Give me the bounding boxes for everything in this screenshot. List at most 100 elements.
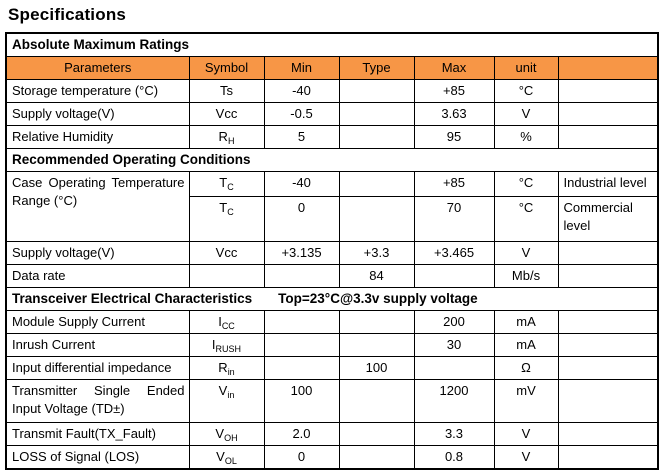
column-header-type: Type (338, 56, 415, 80)
tx-input-voltage-symbol: Vin (188, 379, 265, 423)
tx-input-voltage-max: 1200 (413, 379, 495, 423)
relative-humidity-symbol: RH (188, 125, 265, 149)
supply-voltage-abs-max: 3.63 (413, 102, 495, 126)
supply-voltage-roc-type: +3.3 (338, 241, 415, 265)
loss-of-signal-parameter: LOSS of Signal (LOS) (5, 445, 190, 470)
case-temp-industrial-unit: °C (493, 171, 559, 197)
table-row: TC 0 70 °C Commercial level (6, 196, 659, 242)
module-supply-current-parameter: Module Supply Current (5, 310, 190, 334)
table-row: Inrush Current IRUSH 30 mA (5, 333, 659, 357)
symbol-base: Vcc (215, 106, 238, 121)
module-supply-current-extra (557, 310, 659, 334)
inrush-current-unit: mA (493, 333, 559, 357)
column-header-symbol: Symbol (188, 56, 265, 80)
table-row: LOSS of Signal (LOS) VOL 0 0.8 V (5, 445, 659, 470)
case-temp-commercial-min: 0 (263, 196, 340, 242)
input-diff-impedance-min (263, 356, 340, 380)
data-rate-max (413, 264, 495, 288)
input-diff-impedance-parameter: Input differential impedance (5, 356, 190, 380)
inrush-current-extra (557, 333, 659, 357)
inrush-current-max: 30 (413, 333, 495, 357)
inrush-current-parameter: Inrush Current (5, 333, 190, 357)
supply-voltage-abs-parameter: Supply voltage(V) (5, 102, 190, 126)
data-rate-parameter: Data rate (5, 264, 190, 288)
data-rate-type: 84 (338, 264, 415, 288)
case-temp-industrial-extra: Industrial level (557, 171, 659, 197)
symbol-base: V (216, 449, 225, 464)
column-header-extra (557, 56, 659, 80)
relative-humidity-unit: % (493, 125, 559, 149)
inrush-current-symbol: IRUSH (188, 333, 265, 357)
input-diff-impedance-max (413, 356, 495, 380)
symbol-sub: OH (224, 433, 238, 443)
relative-humidity-min: 5 (263, 125, 340, 149)
transmit-fault-max: 3.3 (413, 422, 495, 446)
transmit-fault-unit: V (493, 422, 559, 446)
transmit-fault-extra (557, 422, 659, 446)
table-row: Supply voltage(V) Vcc -0.5 3.63 V (5, 102, 659, 126)
case-temp-commercial-type (338, 196, 415, 242)
table-row: Storage temperature (°C) Ts -40 +85 °C (5, 79, 659, 103)
tx-input-voltage-min: 100 (263, 379, 340, 423)
symbol-base: I (211, 337, 216, 352)
input-diff-impedance-unit: Ω (493, 356, 559, 380)
loss-of-signal-unit: V (493, 445, 559, 470)
section-note-text: Top=23°C@3.3v supply voltage (278, 291, 478, 306)
symbol-sub: C (227, 207, 234, 217)
relative-humidity-max: 95 (413, 125, 495, 149)
storage-temp-min: -40 (263, 79, 340, 103)
module-supply-current-unit: mA (493, 310, 559, 334)
case-temp-commercial-unit: °C (493, 196, 559, 242)
case-temp-industrial-symbol: TC (188, 171, 265, 197)
column-header-unit: unit (493, 56, 559, 80)
table-row: Module Supply Current ICC 200 mA (5, 310, 659, 334)
case-temp-commercial-max: 70 (413, 196, 495, 242)
supply-voltage-abs-unit: V (493, 102, 559, 126)
loss-of-signal-symbol: VOL (188, 445, 265, 470)
supply-voltage-abs-symbol: Vcc (188, 102, 265, 126)
symbol-sub: C (227, 182, 234, 192)
transmit-fault-min: 2.0 (263, 422, 340, 446)
symbol-base: R (218, 360, 228, 375)
table-row: Relative Humidity RH 5 95 % (5, 125, 659, 149)
column-header-min: Min (263, 56, 340, 80)
case-temp-parameter: Case Operating Temperature Range (°C) (5, 171, 190, 242)
section-row-absolute-maximum-ratings: Absolute Maximum Ratings (5, 32, 659, 57)
storage-temp-max: +85 (413, 79, 495, 103)
relative-humidity-parameter: Relative Humidity (5, 125, 190, 149)
loss-of-signal-min: 0 (263, 445, 340, 470)
table-row: Transmit Fault(TX_Fault) VOH 2.0 3.3 V (5, 422, 659, 446)
module-supply-current-type (338, 310, 415, 334)
module-supply-current-max: 200 (413, 310, 495, 334)
loss-of-signal-type (338, 445, 415, 470)
storage-temp-unit: °C (493, 79, 559, 103)
data-rate-extra (557, 264, 659, 288)
module-supply-current-symbol: ICC (188, 310, 265, 334)
case-temp-industrial-max: +85 (413, 171, 495, 197)
case-temp-commercial-symbol: TC (188, 196, 265, 242)
tx-input-voltage-extra (557, 379, 659, 423)
supply-voltage-abs-type (338, 102, 415, 126)
case-temp-industrial-type (338, 171, 415, 197)
symbol-sub: RUSH (215, 344, 242, 354)
specifications-table: Absolute Maximum Ratings Parameters Symb… (5, 32, 660, 470)
storage-temp-type (338, 79, 415, 103)
symbol-base: V (218, 383, 228, 398)
symbol-base: V (215, 426, 225, 441)
inrush-current-type (338, 333, 415, 357)
symbol-sub: in (227, 367, 235, 377)
section-title-recommended-operating-conditions: Recommended Operating Conditions (5, 148, 659, 172)
symbol-base: R (218, 129, 228, 144)
symbol-base: Ts (220, 83, 233, 98)
data-rate-min (263, 264, 340, 288)
table-row: Case Operating Temperature Range (°C) TC… (5, 171, 659, 242)
symbol-base: T (219, 175, 228, 190)
data-rate-unit: Mb/s (493, 264, 559, 288)
page-title: Specifications (8, 5, 127, 24)
table-row: Transmitter Single Ended Input Voltage (… (5, 379, 659, 423)
symbol-base: Vcc (215, 245, 238, 260)
input-diff-impedance-extra (557, 356, 659, 380)
loss-of-signal-extra (557, 445, 659, 470)
input-diff-impedance-symbol: Rin (188, 356, 265, 380)
transmit-fault-symbol: VOH (188, 422, 265, 446)
